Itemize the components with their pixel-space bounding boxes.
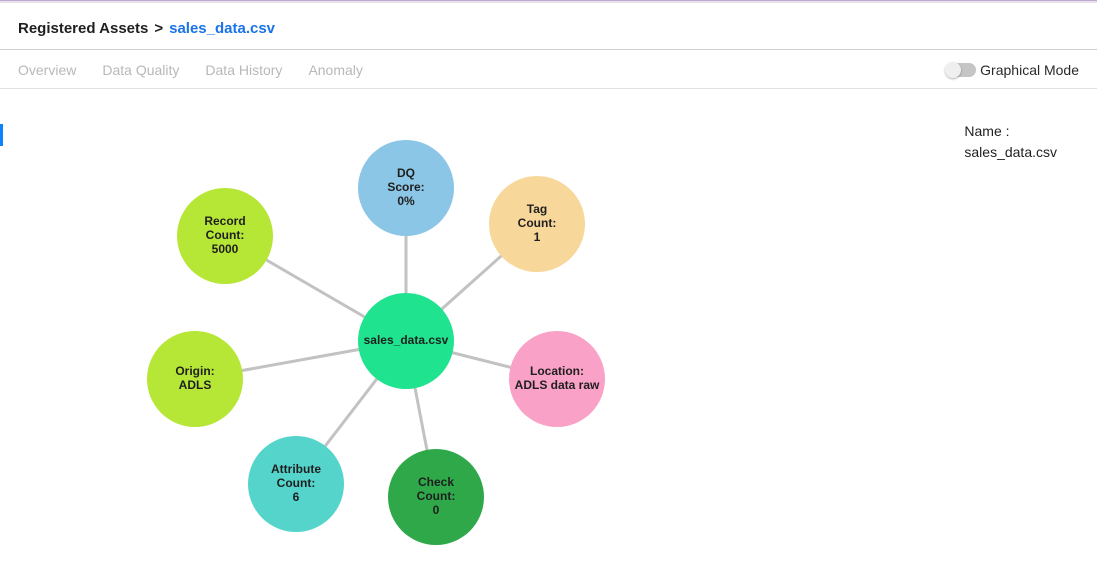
graph-node-label-check-count: CheckCount:0 <box>386 467 486 527</box>
tab-anomaly[interactable]: Anomaly <box>308 62 362 78</box>
details-name-key: Name : <box>964 121 1057 142</box>
details-name-value: sales_data.csv <box>964 142 1057 163</box>
graph-node-label-tag-count: TagCount:1 <box>487 194 587 254</box>
breadcrumb-root[interactable]: Registered Assets <box>18 20 148 37</box>
page-content: Registered Assets > sales_data.csv Overv… <box>0 6 1097 587</box>
graph-node-label-dq-score: DQScore:0% <box>356 158 456 218</box>
tab-overview[interactable]: Overview <box>18 62 76 78</box>
tab-data-quality[interactable]: Data Quality <box>102 62 179 78</box>
details-panel: Name : sales_data.csv <box>964 121 1057 163</box>
tabs-row: Overview Data Quality Data History Anoma… <box>0 50 1097 89</box>
graphical-mode-toggle[interactable]: Graphical Mode <box>946 62 1079 78</box>
graph-node-label-center: sales_data.csv <box>356 311 456 371</box>
breadcrumb-separator: > <box>154 20 163 37</box>
breadcrumb-leaf[interactable]: sales_data.csv <box>169 20 275 37</box>
main-area: DQScore:0% TagCount:1 RecordCount:5000 Orig… <box>0 89 1097 579</box>
graph-node-label-record-count: RecordCount:5000 <box>175 206 275 266</box>
breadcrumb: Registered Assets > sales_data.csv <box>0 6 1097 50</box>
tab-data-history[interactable]: Data History <box>205 62 282 78</box>
graph-node-label-attribute-count: AttributeCount:6 <box>246 454 346 514</box>
graph-node-label-location: Location:ADLS data raw <box>507 349 607 409</box>
toggle-label: Graphical Mode <box>980 62 1079 78</box>
graph-node-label-origin: Origin:ADLS <box>145 349 245 409</box>
toggle-switch-icon <box>946 63 976 77</box>
top-accent-bar <box>0 0 1097 3</box>
asset-graph: DQScore:0% TagCount:1 RecordCount:5000 Orig… <box>0 89 800 579</box>
tabs: Overview Data Quality Data History Anoma… <box>18 62 363 78</box>
